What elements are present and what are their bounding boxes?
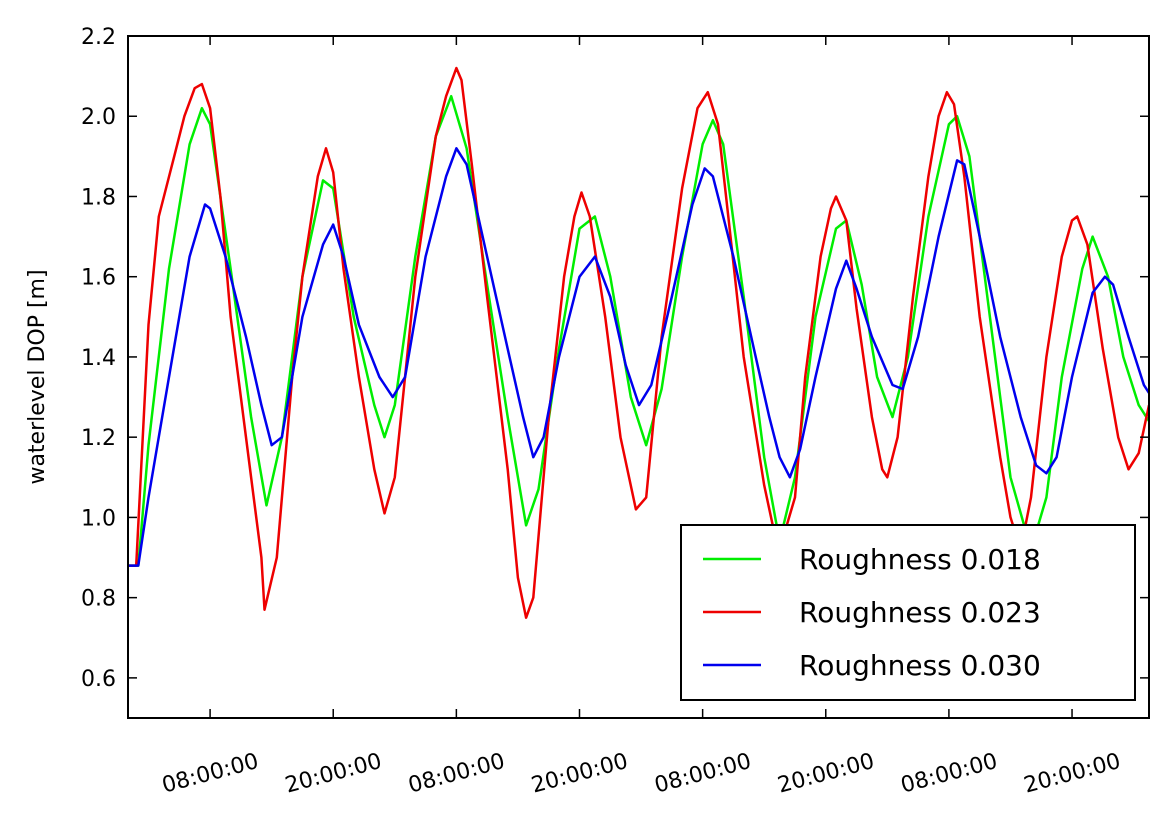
legend-label-3: Roughness 0.030 (799, 649, 1041, 682)
y-axis-label: waterlevel DOP [m] (25, 269, 50, 484)
x-tick-label: 08:00:00 (898, 749, 1000, 799)
y-tick-label: 1.6 (81, 266, 116, 291)
x-tick-label: 20:00:00 (283, 749, 385, 799)
x-tick-label: 08:00:00 (652, 749, 754, 799)
series-line-1 (128, 94, 1149, 567)
legend: Roughness 0.018 Roughness 0.023 Roughness … (680, 524, 1136, 701)
series-line-3 (128, 147, 1149, 567)
x-tick-label: 08:00:00 (406, 749, 508, 799)
x-tick-label: 20:00:00 (775, 749, 877, 799)
legend-items: Roughness 0.018 Roughness 0.023 Roughness … (703, 543, 1041, 682)
x-tick-label: 08:00:00 (159, 749, 261, 799)
y-tick-label: 0.6 (81, 667, 116, 692)
y-tick-label: 1.2 (81, 426, 116, 451)
series-layer (128, 66, 1149, 619)
y-tick-label: 1.4 (81, 346, 116, 371)
plot-frame (127, 35, 1150, 719)
y-tick-label: 2.2 (81, 25, 116, 50)
legend-label-1: Roughness 0.018 (799, 543, 1041, 576)
x-tick-label: 20:00:00 (1021, 749, 1123, 799)
y-tick-label: 2.0 (81, 105, 116, 130)
y-tick-label: 1.8 (81, 185, 116, 210)
y-tick-label: 0.8 (81, 587, 116, 612)
x-tick-label: 20:00:00 (529, 749, 631, 799)
legend-label-2: Roughness 0.023 (799, 596, 1041, 629)
series-line-2 (128, 66, 1149, 619)
y-tick-label: 1.0 (81, 506, 116, 531)
